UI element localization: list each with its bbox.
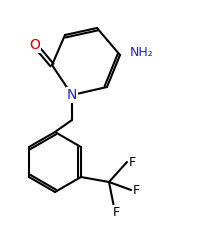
Text: O: O — [30, 38, 40, 52]
Text: F: F — [112, 206, 120, 218]
Text: F: F — [128, 156, 136, 168]
Text: N: N — [67, 88, 77, 102]
Text: F: F — [132, 184, 140, 196]
Text: NH₂: NH₂ — [130, 46, 154, 60]
